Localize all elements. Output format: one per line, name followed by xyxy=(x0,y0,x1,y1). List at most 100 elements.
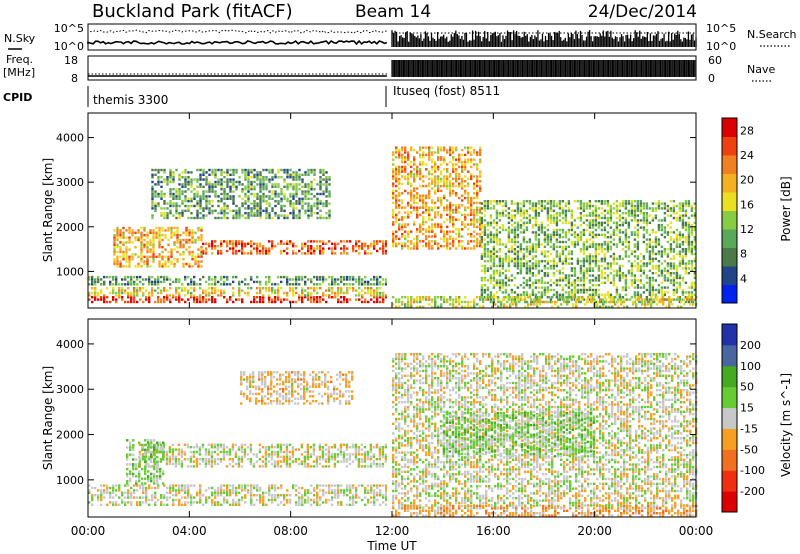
power-cell-7 xyxy=(639,252,643,256)
power-cell-6 xyxy=(398,211,401,214)
power-cell-7 xyxy=(669,257,673,260)
power-cell-6 xyxy=(458,165,461,169)
power-cell-7 xyxy=(534,214,538,217)
power-cell-4 xyxy=(152,260,155,263)
power-cell-6 xyxy=(476,218,479,221)
power-cell-4 xyxy=(176,260,179,263)
power-cell-5 xyxy=(217,178,220,181)
power-cell-7 xyxy=(648,286,652,289)
power-cell-7 xyxy=(540,260,544,263)
power-cell-3 xyxy=(316,247,319,250)
power-cell-5 xyxy=(325,176,328,179)
power-cell-7 xyxy=(612,257,616,260)
power-cell-8 xyxy=(434,303,437,306)
power-cell-6 xyxy=(479,235,482,238)
power-cell-5 xyxy=(193,216,196,220)
power-cell-6 xyxy=(446,213,449,217)
power-cell-5 xyxy=(184,176,187,179)
power-cell-7 xyxy=(651,231,655,234)
power-cell-7 xyxy=(648,250,652,253)
power-cell-7 xyxy=(516,207,520,210)
power-cell-7 xyxy=(675,219,679,222)
power-cell-6 xyxy=(476,201,479,205)
power-cell-5 xyxy=(160,195,163,198)
power-cell-4 xyxy=(149,243,152,246)
power-cell-7 xyxy=(606,221,610,224)
power-cell-8 xyxy=(503,298,506,301)
power-cell-7 xyxy=(693,260,697,263)
power-cell-6 xyxy=(404,223,407,226)
power-cell-7 xyxy=(501,279,505,282)
power-cell-3 xyxy=(241,242,244,245)
power-cell-7 xyxy=(672,279,676,282)
power-cell-1 xyxy=(247,294,250,297)
power-cell-5 xyxy=(166,212,169,215)
power-cell-7 xyxy=(582,257,586,260)
power-cell-7 xyxy=(504,269,508,272)
power-cell-7 xyxy=(642,284,646,287)
power-cell-7 xyxy=(597,293,601,296)
power-cell-6 xyxy=(455,184,458,188)
power-cell-7 xyxy=(498,300,502,304)
power-cell-6 xyxy=(464,175,467,178)
power-cell-7 xyxy=(624,298,628,301)
power-cell-6 xyxy=(398,194,401,197)
power-cell-7 xyxy=(498,264,502,268)
power-cell-7 xyxy=(492,262,496,265)
power-cell-4 xyxy=(119,265,122,268)
power-cell-5 xyxy=(181,190,184,193)
power-cell-1 xyxy=(304,294,307,297)
power-cell-0 xyxy=(121,296,124,299)
power-cell-8 xyxy=(401,300,404,304)
power-cell-7 xyxy=(519,202,523,205)
power-cell-6 xyxy=(401,175,404,178)
power-cell-1 xyxy=(247,287,250,290)
power-cell-4 xyxy=(158,260,161,263)
power-cell-6 xyxy=(407,153,410,157)
power-cell-8 xyxy=(482,305,485,308)
power-cell-7 xyxy=(486,236,490,239)
power-cell-8 xyxy=(404,305,407,308)
power-cell-3 xyxy=(244,252,247,255)
power-cell-7 xyxy=(603,300,607,304)
power-cell-5 xyxy=(226,173,229,176)
power-cell-0 xyxy=(139,298,142,301)
power-cell-1 xyxy=(250,287,253,290)
power-cell-8 xyxy=(476,303,479,306)
power-cell-5 xyxy=(244,171,247,174)
power-cell-1 xyxy=(184,294,187,297)
power-cell-7 xyxy=(534,216,538,220)
power-cell-6 xyxy=(428,225,431,229)
power-cell-7 xyxy=(495,233,499,236)
power-cell-5 xyxy=(262,209,265,212)
power-cell-7 xyxy=(606,204,610,208)
power-cell-1 xyxy=(286,291,289,295)
power-cell-7 xyxy=(660,255,664,258)
power-cell-7 xyxy=(648,257,652,260)
power-cell-7 xyxy=(522,276,526,280)
power-cell-7 xyxy=(639,212,643,215)
power-cell-5 xyxy=(280,200,283,203)
power-cell-0 xyxy=(382,298,385,301)
power-cell-4 xyxy=(143,238,146,242)
power-cell-4 xyxy=(191,234,194,237)
power-cell-7 xyxy=(537,300,541,304)
power-cell-0 xyxy=(115,298,118,301)
power-cell-0 xyxy=(373,296,376,299)
power-cell-3 xyxy=(226,240,229,243)
power-cell-8 xyxy=(398,300,401,304)
power-cell-4 xyxy=(149,248,152,251)
power-cell-1 xyxy=(154,289,157,292)
power-cell-7 xyxy=(546,255,550,258)
power-cell-5 xyxy=(244,168,247,172)
power-cell-7 xyxy=(501,257,505,260)
power-cell-6 xyxy=(479,216,482,219)
power-cell-6 xyxy=(440,230,443,233)
power-cell-7 xyxy=(486,267,490,270)
power-cell-6 xyxy=(452,156,455,159)
power-cell-7 xyxy=(531,272,535,275)
power-cell-3 xyxy=(205,247,208,250)
power-cell-7 xyxy=(687,260,691,263)
power-cell-5 xyxy=(274,204,277,208)
power-cell-2 xyxy=(232,280,235,284)
